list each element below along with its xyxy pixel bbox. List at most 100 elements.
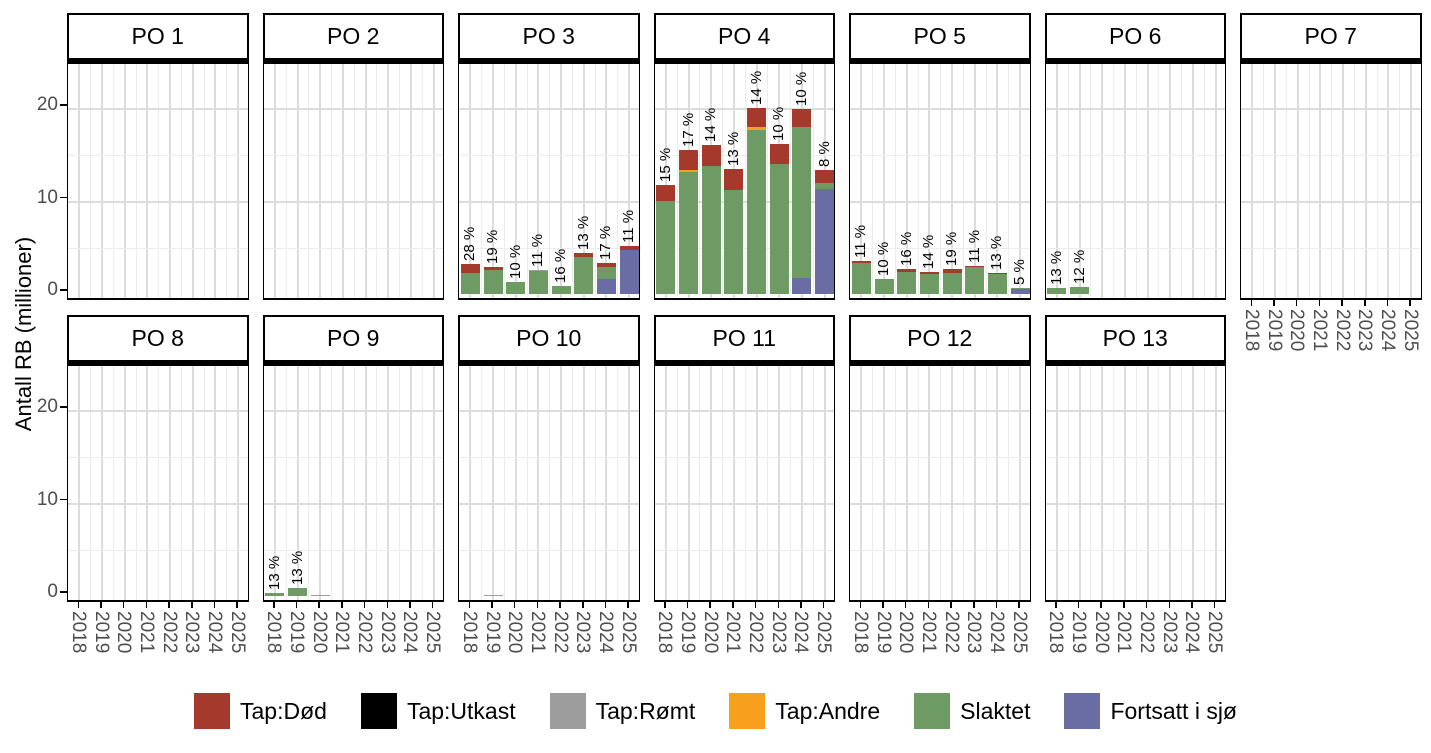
gridline-vertical-major — [928, 366, 931, 600]
bar-segment-slaktet — [483, 269, 503, 294]
bar-percent-label: 17 % — [679, 112, 697, 148]
gridline-vertical-major — [319, 366, 322, 600]
gridline-vertical-minor — [812, 366, 814, 600]
gridline-vertical-minor — [940, 64, 942, 298]
gridline-vertical-major — [214, 64, 217, 298]
gridline-horizontal-major — [68, 502, 248, 505]
facet-strip: PO 13 — [1044, 315, 1226, 362]
x-tick-label: 2021 — [1308, 309, 1330, 352]
gridline-vertical-major — [101, 64, 104, 298]
gridline-horizontal-major — [850, 200, 1030, 203]
gridline-vertical-minor — [894, 366, 896, 600]
bar-segment-dod — [987, 272, 1007, 274]
x-tick-label: 2022 — [549, 611, 571, 654]
bar-segment-slaktet — [596, 266, 616, 279]
x-axis-tick — [363, 602, 366, 608]
gridline-vertical-major — [951, 64, 954, 298]
facet-panel: PO 5 11 % 10 % 16 % 14 % 19 % 11 % 13 % 5 % — [849, 13, 1031, 300]
gridline-vertical-major — [905, 64, 908, 298]
x-axis-tick — [1100, 602, 1102, 608]
gridline-vertical-major — [1251, 64, 1254, 298]
gridline-vertical-major — [387, 366, 390, 600]
facet-strip-title: PO 5 — [913, 23, 966, 49]
gridline-vertical-minor — [962, 64, 964, 298]
gridline-vertical-major — [341, 366, 344, 600]
gridline-vertical-minor — [285, 64, 287, 298]
panel-body: 11 % 10 % 16 % 14 % 19 % 11 % 13 % 5 % — [849, 60, 1031, 300]
gridline-vertical-major — [191, 366, 194, 600]
gridline-horizontal-major — [263, 108, 443, 110]
bar-segment-slaktet — [724, 190, 744, 294]
panel-body: 13 % 13 % — [262, 362, 444, 602]
bar-segment-fortsatt — [792, 277, 812, 294]
bar-segment-dod — [679, 150, 699, 170]
x-tick-label: 2025 — [1399, 309, 1421, 352]
gridline-vertical-minor — [353, 64, 355, 298]
facet-strip: PO 11 — [653, 315, 835, 362]
x-tick-label: 2024 — [399, 611, 421, 654]
facet-strip: PO 8 — [67, 315, 249, 362]
gridline-vertical-major — [732, 366, 735, 600]
x-axis-tick — [604, 602, 607, 608]
x-axis-tick — [1295, 300, 1298, 306]
gridline-vertical-major — [1019, 64, 1022, 298]
gridline-horizontal-major — [1045, 410, 1225, 412]
panel-body — [458, 362, 640, 602]
gridline-vertical-minor — [526, 366, 528, 600]
gridline-vertical-minor — [1008, 366, 1010, 600]
x-tick-label: 2018 — [849, 611, 871, 654]
bar-segment-dod — [596, 262, 616, 267]
y-tick-label: 10 — [36, 488, 58, 510]
bar-percent-label: 11 % — [852, 224, 870, 258]
facet-strip-title: PO 3 — [522, 23, 575, 49]
facet-strip-title: PO 6 — [1109, 23, 1162, 49]
gridline-vertical-minor — [917, 64, 919, 298]
legend-item-tap-utkast: Tap:Utkast — [360, 693, 516, 729]
facet-panel: PO 4 15 % 17 % 14 % 13 % 14 % 10 % 10 % 8 % — [653, 13, 835, 300]
bar-segment-slaktet — [747, 130, 767, 294]
bar-segment-slaktet — [1047, 287, 1067, 294]
x-axis-tick — [213, 602, 216, 608]
legend-item-tap-romt: Tap:Rømt — [549, 693, 696, 729]
gridline-vertical-major — [996, 366, 999, 600]
gridline-horizontal-major — [263, 502, 443, 505]
gridline-vertical-major — [1191, 366, 1194, 600]
bar-segment-slaktet — [851, 263, 871, 294]
y-tick-label: 20 — [36, 94, 58, 115]
gridline-vertical-major — [1387, 64, 1390, 298]
gridline-vertical-minor — [1090, 64, 1092, 298]
gridline-vertical-minor — [985, 366, 987, 600]
y-axis-tick — [60, 591, 67, 593]
gridline-vertical-minor — [421, 366, 423, 600]
gridline-vertical-major — [605, 64, 608, 298]
gridline-horizontal-minor — [68, 247, 248, 249]
bar-segment-dod — [619, 246, 639, 251]
gridline-vertical-minor — [1067, 366, 1069, 600]
bar-segment-dod — [769, 144, 789, 164]
gridline-vertical-minor — [1353, 64, 1355, 298]
gridline-vertical-minor — [594, 64, 596, 298]
bar-percent-label: 8 % — [815, 141, 833, 168]
x-axis-tick — [191, 602, 193, 608]
panel-body — [653, 362, 835, 602]
gridline-vertical-minor — [1285, 64, 1287, 298]
legend-label: Fortsatt i sjø — [1110, 697, 1237, 724]
bar-segment-dod — [919, 272, 939, 274]
facet-strip: PO 2 — [262, 13, 444, 60]
x-axis-tick — [1191, 602, 1193, 608]
facet-panel: PO 8 2018 2019 2020 2021 2022 2023 2024 2025 — [67, 315, 249, 653]
gridline-vertical-major — [1078, 366, 1081, 600]
gridline-vertical-major — [973, 366, 976, 600]
gridline-vertical-minor — [180, 366, 182, 600]
gridline-vertical-major — [432, 64, 435, 298]
gridline-vertical-major — [1146, 366, 1149, 600]
x-tick-label: 2023 — [376, 611, 398, 654]
gridline-vertical-minor — [617, 64, 619, 298]
bar-percent-label: 19 % — [484, 229, 502, 264]
facet-strip-title: PO 1 — [131, 23, 184, 49]
x-tick-label: 2020 — [308, 611, 330, 654]
x-tick-label: 2018 — [458, 611, 480, 654]
legend-label: Tap:Rømt — [595, 697, 696, 724]
x-tick-label: 2025 — [1204, 611, 1226, 654]
gridline-vertical-minor — [1008, 64, 1010, 298]
